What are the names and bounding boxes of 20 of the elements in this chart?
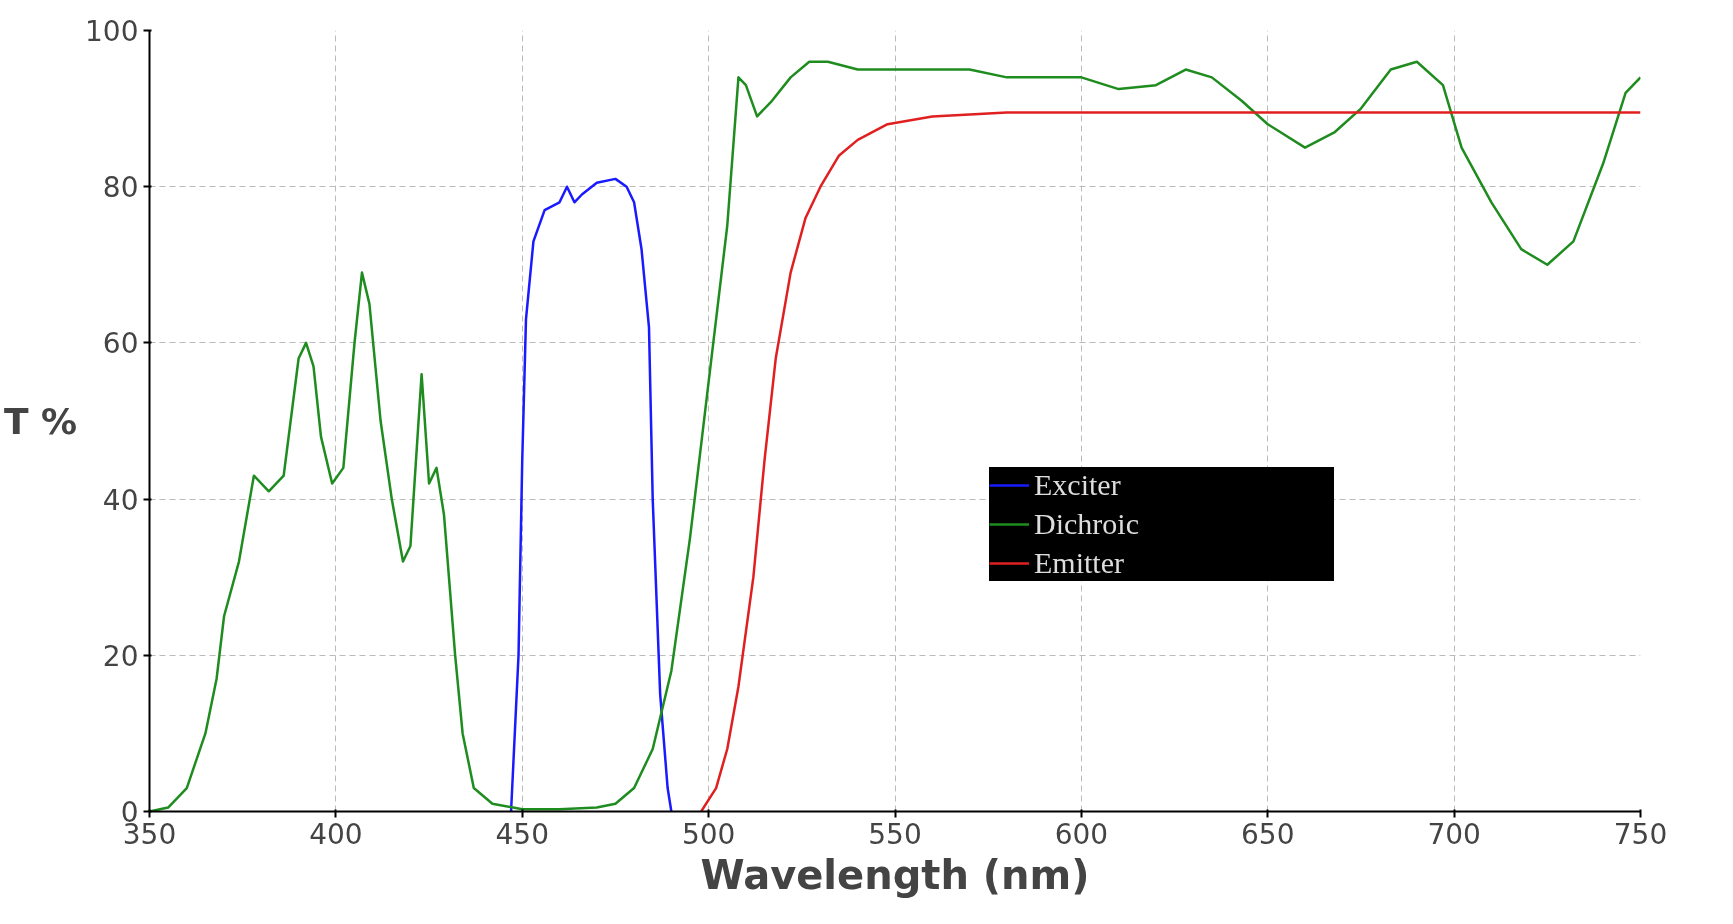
x-tick-label: 700	[1427, 817, 1481, 851]
line-series	[699, 111, 1641, 812]
y-tick-label: 80	[102, 171, 139, 205]
x-tick-label: 600	[1054, 817, 1109, 851]
y-axis-title: T %	[3, 400, 78, 442]
line-series	[509, 177, 673, 812]
x-axis-title: Wavelength (nm)	[700, 851, 1090, 898]
legend-label: Emitter	[1034, 545, 1125, 581]
x-tick-label: 650	[1241, 817, 1295, 851]
x-tick-label: 400	[309, 817, 363, 851]
y-tick-label: 40	[102, 483, 139, 517]
y-tick-label: 60	[102, 327, 139, 361]
x-tick-label: 750	[1613, 817, 1668, 851]
x-tick-label: 550	[868, 817, 922, 851]
legend-label: Exciter	[1034, 467, 1122, 503]
x-tick-label: 450	[495, 817, 549, 851]
legend-label: Dichroic	[1034, 506, 1140, 542]
x-tick-label: 500	[681, 817, 736, 851]
y-tick-label: 20	[102, 639, 139, 673]
y-tick-label: 100	[85, 15, 139, 48]
